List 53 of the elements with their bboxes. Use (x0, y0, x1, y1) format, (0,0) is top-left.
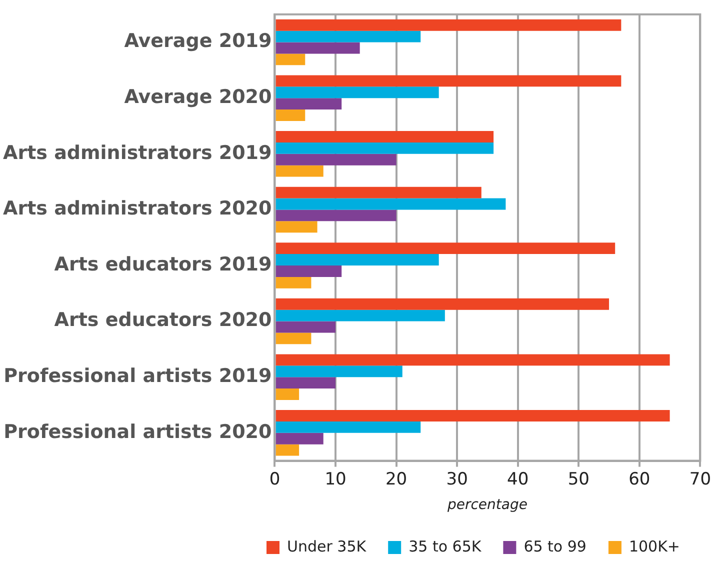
x-tick-label: 40 (507, 469, 529, 490)
bar (276, 410, 670, 422)
bar (276, 19, 622, 31)
y-tick-label: Arts educators 2020 (54, 309, 272, 332)
bar (276, 432, 324, 444)
y-tick-label: Average 2020 (124, 86, 272, 108)
y-tick-label: Arts administrators 2019 (2, 142, 272, 164)
bar (276, 98, 342, 110)
x-tick-label: 10 (324, 469, 346, 490)
bar (276, 165, 324, 177)
bar (276, 254, 439, 266)
bar (276, 421, 421, 433)
y-tick-label: Arts administrators 2020 (2, 198, 272, 220)
y-tick-label: Average 2019 (124, 30, 272, 52)
bar (276, 377, 336, 389)
x-tick-label: 50 (568, 469, 590, 490)
bar (276, 86, 439, 98)
x-tick-label: 60 (628, 469, 650, 490)
legend-label: 65 to 99 (524, 537, 586, 556)
y-tick-label: Professional artists 2019 (4, 365, 272, 388)
y-tick-label: Professional artists 2020 (4, 420, 272, 443)
bar (276, 42, 360, 54)
bar (276, 298, 610, 310)
bar (276, 75, 622, 87)
bar (276, 388, 300, 400)
x-tick-label: 70 (689, 469, 712, 490)
bar (276, 30, 421, 42)
bar (276, 444, 300, 456)
bar (276, 321, 336, 333)
bar (276, 242, 616, 254)
bar (276, 54, 306, 66)
bar (276, 154, 396, 166)
y-tick-label: Arts educators 2019 (54, 253, 272, 276)
bar (276, 131, 494, 142)
bar (276, 332, 312, 344)
x-tick-label: 30 (446, 469, 468, 490)
x-axis-title: percentage (446, 497, 528, 514)
bar (276, 186, 482, 198)
bar (276, 221, 318, 233)
bar (276, 142, 494, 154)
bar (276, 366, 402, 378)
bar (276, 198, 506, 210)
legend-label: 100K+ (628, 537, 680, 556)
legend-label: 35 to 65K (408, 537, 482, 556)
x-tick-label: 0 (269, 469, 280, 490)
bar (276, 276, 312, 288)
bar (276, 110, 306, 121)
legend-label: Under 35K (286, 537, 368, 556)
bar (276, 310, 445, 322)
x-tick-label: 20 (385, 469, 408, 490)
bar (276, 210, 396, 222)
bar (276, 354, 670, 366)
bar (276, 266, 342, 277)
